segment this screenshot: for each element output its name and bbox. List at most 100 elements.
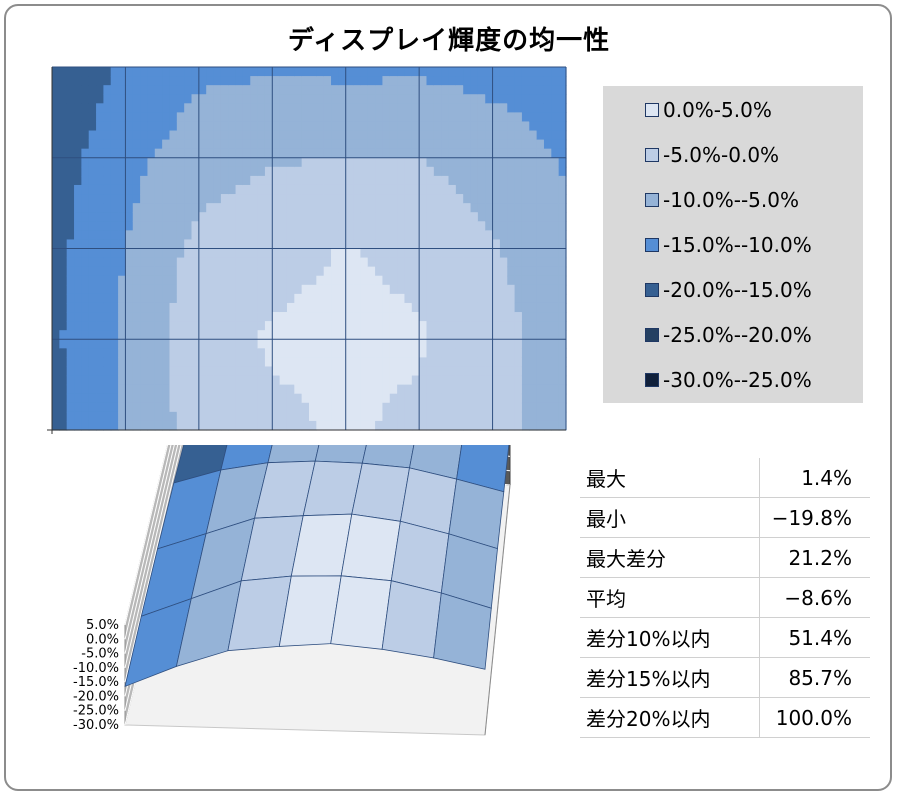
contour-cell: [389, 94, 398, 104]
contour-cell: [477, 384, 486, 395]
contour-cell: [558, 230, 567, 241]
contour-cell: [220, 148, 229, 159]
depth-axis: [484, 484, 511, 736]
contour-cell: [125, 275, 134, 286]
contour-cell: [521, 221, 530, 231]
contour-cell: [375, 266, 384, 277]
contour-cell: [331, 293, 339, 304]
contour-cell: [294, 420, 303, 431]
contour-cell: [323, 166, 332, 177]
contour-cell: [81, 411, 90, 422]
contour-cell: [375, 312, 384, 322]
contour-cell: [492, 357, 501, 368]
contour-cell: [118, 194, 127, 204]
contour-cell: [397, 312, 406, 322]
contour-cell: [309, 112, 317, 123]
contour-cell: [411, 85, 420, 95]
contour-cell: [184, 112, 193, 123]
contour-cell: [242, 302, 251, 313]
contour-cell: [433, 321, 442, 331]
contour-cell: [353, 375, 361, 386]
contour-cell: [191, 393, 200, 404]
contour-cell: [345, 121, 354, 132]
contour-cell: [191, 184, 200, 195]
contour-cell: [397, 67, 406, 77]
contour-cell: [470, 420, 479, 431]
contour-cell: [455, 203, 464, 213]
contour-cell: [125, 402, 134, 413]
contour-cell: [323, 175, 332, 186]
contour-cell: [184, 420, 193, 431]
contour-cell: [250, 321, 259, 331]
contour-cell: [331, 212, 339, 222]
contour-cell: [250, 357, 259, 368]
contour-cell: [507, 402, 516, 413]
contour-cell: [382, 112, 391, 123]
contour-cell: [132, 402, 141, 413]
contour-cell: [286, 130, 295, 141]
contour-cell: [338, 275, 347, 286]
contour-cell: [242, 293, 251, 304]
contour-cell: [66, 94, 75, 104]
contour-cell: [316, 357, 325, 368]
contour-cell: [66, 321, 75, 331]
contour-cell: [228, 157, 237, 168]
contour-cell: [316, 339, 325, 349]
contour-cell: [426, 302, 435, 313]
contour-cell: [279, 175, 288, 186]
contour-cell: [88, 266, 97, 277]
contour-cell: [206, 175, 215, 186]
contour-cell: [419, 76, 428, 86]
contour-cell: [345, 266, 354, 277]
contour-cell: [88, 157, 97, 168]
contour-cell: [375, 94, 384, 104]
contour-cell: [323, 112, 332, 123]
contour-cell: [162, 312, 171, 322]
contour-cell: [558, 284, 567, 295]
contour-cell: [382, 239, 391, 250]
contour-cell: [294, 302, 303, 313]
contour-cell: [463, 266, 472, 277]
contour-cell: [162, 384, 171, 395]
contour-cell: [470, 121, 479, 132]
contour-cell: [397, 275, 406, 286]
contour-cell: [426, 139, 435, 150]
contour-cell: [367, 339, 376, 349]
contour-cell: [331, 375, 339, 386]
contour-cell: [294, 94, 303, 104]
contour-cell: [455, 76, 464, 86]
contour-cell: [235, 112, 244, 123]
contour-cell: [132, 411, 141, 422]
contour-cell: [404, 339, 413, 349]
contour-cell: [52, 148, 60, 159]
contour-cell: [529, 148, 538, 159]
contour-cell: [411, 366, 420, 377]
contour-cell: [507, 266, 516, 277]
contour-cell: [382, 148, 391, 159]
contour-cell: [140, 166, 149, 177]
contour-cell: [264, 166, 273, 177]
contour-cell: [360, 284, 369, 295]
contour-cell: [367, 175, 376, 186]
contour-cell: [514, 184, 523, 195]
contour-cell: [250, 375, 259, 386]
contour-cell: [507, 112, 516, 123]
contour-cell: [228, 275, 237, 286]
contour-cell: [169, 284, 178, 295]
contour-cell: [286, 76, 295, 86]
contour-cell: [323, 384, 332, 395]
contour-cell: [389, 420, 398, 431]
contour-cell: [433, 348, 442, 358]
contour-cell: [551, 194, 560, 204]
contour-cell: [448, 103, 457, 113]
contour-cell: [492, 221, 501, 231]
contour-cell: [536, 312, 545, 322]
legend-swatch: [645, 103, 659, 117]
contour-cell: [301, 157, 310, 168]
contour-cell: [375, 284, 384, 295]
contour-cell: [309, 85, 317, 95]
contour-cell: [279, 366, 288, 377]
contour-cell: [235, 139, 244, 150]
contour-cell: [404, 157, 413, 168]
contour-cell: [558, 166, 567, 177]
